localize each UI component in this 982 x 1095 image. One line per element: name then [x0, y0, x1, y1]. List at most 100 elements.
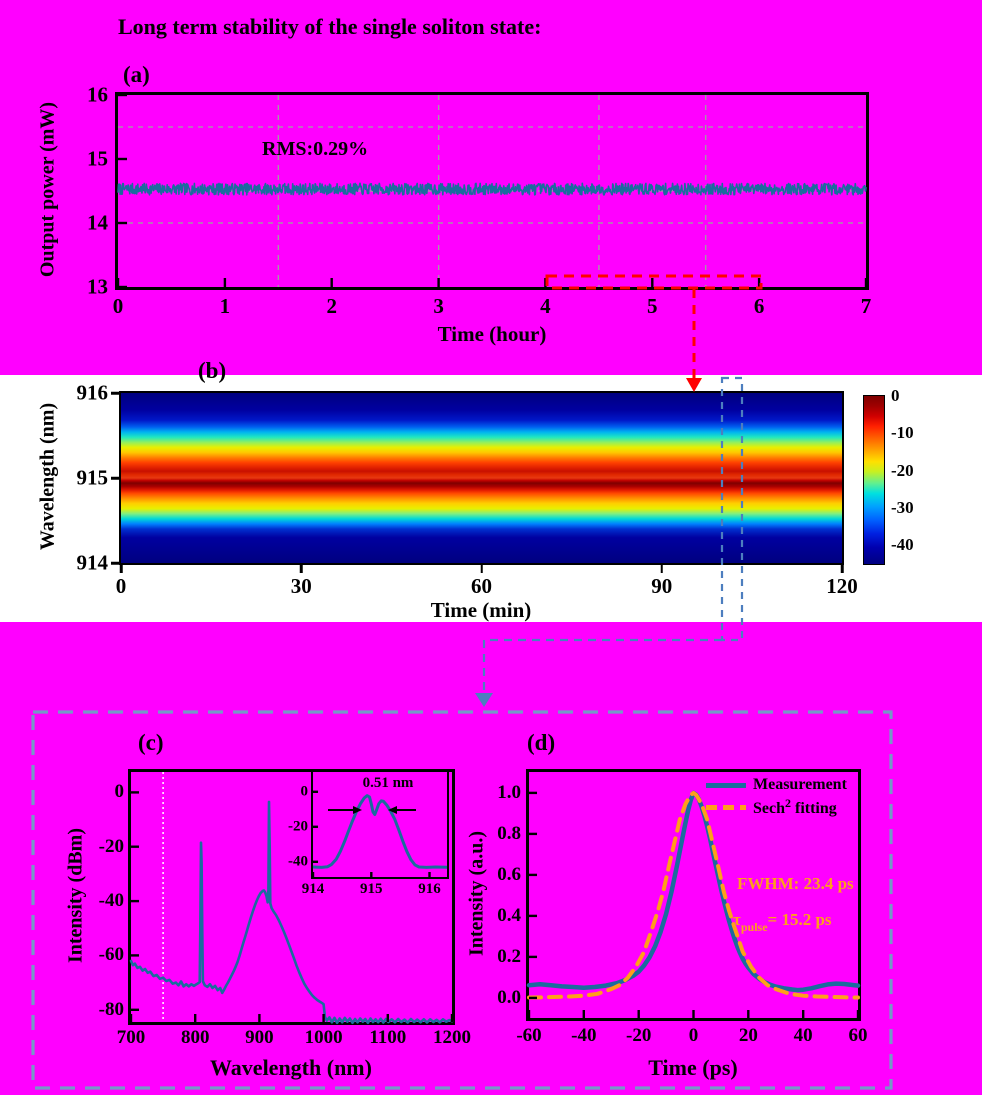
tick-label: 0	[114, 781, 125, 803]
panel-b-label: (b)	[198, 358, 227, 383]
tick-label: 20	[738, 1025, 758, 1046]
legend-row-measurement: Measurement	[706, 774, 847, 796]
panel-a-label: (a)	[123, 62, 150, 87]
panel-a-chart	[116, 93, 868, 289]
tick-label: 916	[418, 881, 441, 897]
tick-label: -40	[98, 890, 124, 912]
tick-mark	[300, 565, 303, 573]
tick-label: 90	[651, 574, 673, 598]
tick-label: 5	[647, 294, 658, 318]
panel-a-ytick-labels: 16 15 14 13	[68, 83, 108, 299]
panel-c-xaxis-title: Wavelength (nm)	[210, 1055, 372, 1080]
panel-c-ytick-labels: 0 -20 -40 -60 -80	[86, 772, 124, 1022]
tick-label: 800	[180, 1027, 210, 1048]
tick-label: 14	[87, 210, 108, 235]
tick-label: 16	[87, 82, 108, 107]
tick-mark	[480, 565, 483, 573]
panel-d-legend: Measurement Sech2 fitting	[706, 774, 847, 818]
tick-label: 0	[688, 1025, 699, 1046]
tick-label: 1000	[304, 1027, 343, 1048]
panel-a-yaxis-title: Output power (mW)	[36, 101, 59, 278]
colorbar-gradient	[863, 395, 885, 565]
tick-mark	[840, 565, 844, 573]
tick-label: 0.4	[497, 904, 521, 926]
panel-c-xtick-labels: 700 800 900 1000 1100 1200	[117, 1027, 471, 1051]
heatmap-image	[119, 391, 844, 565]
tick-label: -80	[98, 998, 124, 1020]
tick-label: -20	[288, 818, 308, 835]
tick-label: 0	[300, 783, 309, 800]
tick-label: 1.0	[497, 781, 521, 803]
tick-mark	[111, 476, 119, 480]
legend-label-measurement: Measurement	[753, 776, 847, 793]
tick-label: 7	[860, 294, 872, 318]
tick-label: 1	[219, 294, 231, 318]
tick-label: 1100	[369, 1027, 407, 1048]
panel-b-yaxis-title: Wavelength (nm)	[36, 402, 59, 551]
measurement-line-icon	[706, 782, 746, 788]
tick-label: 15	[87, 146, 108, 171]
tick-label: 914	[76, 550, 109, 575]
tick-label: 40	[793, 1025, 813, 1046]
tick-label: 900	[245, 1027, 274, 1048]
tick-label: -30	[891, 498, 914, 517]
tick-label: -10	[891, 423, 914, 443]
tick-label: 914	[301, 881, 325, 897]
tick-mark	[660, 565, 663, 573]
tick-label: 4	[540, 294, 551, 318]
tick-label: -40	[571, 1025, 597, 1046]
series-output-power	[117, 182, 867, 196]
panel-a-xtick-labels: 0 1 2 3 4 5 6 7	[113, 294, 872, 320]
panel-a-rms-annotation: RMS:0.29%	[262, 138, 369, 160]
inset-bandwidth-annotation: 0.51 nm	[362, 775, 414, 791]
page-title: Long term stability of the single solito…	[118, 14, 542, 39]
legend-label-fit: Sech2 fitting	[753, 796, 837, 817]
left-arrowhead-icon	[353, 806, 362, 814]
tick-label: 60	[471, 574, 492, 598]
tick-label: 0	[112, 294, 124, 318]
panel-b-xticks	[119, 565, 844, 573]
tick-label: 6	[753, 294, 765, 318]
panel-a-xaxis-title: Time (hour)	[437, 322, 547, 346]
panel-c-label: (c)	[138, 730, 164, 755]
panel-b-xtick-labels: 0 30 60 90 120	[116, 574, 858, 600]
tick-label: 2	[326, 294, 337, 318]
tick-label: -20	[98, 835, 124, 857]
tick-label: 915	[360, 881, 383, 897]
right-arrowhead-icon	[388, 806, 397, 814]
tick-mark	[111, 391, 119, 395]
legend-row-fit: Sech2 fitting	[706, 796, 847, 818]
fwhm-annotation: FWHM: 23.4 ps	[737, 874, 854, 893]
fit-dashed-line-icon	[706, 804, 746, 810]
tick-label: 3	[433, 294, 444, 318]
tick-label: 30	[290, 574, 312, 598]
tick-label: 0.0	[497, 986, 521, 1008]
series-sech2-fitting	[527, 790, 860, 1000]
tick-label: -20	[625, 1025, 652, 1046]
panel-c-yaxis-title: Intensity (dBm)	[64, 828, 87, 964]
tick-label: 915	[76, 465, 109, 490]
tick-label: -20	[891, 460, 914, 480]
panel-d-xaxis-title: Time (ps)	[648, 1055, 738, 1080]
tick-label: 120	[826, 574, 858, 598]
panel-a-plotbox	[115, 92, 869, 290]
colorbar-tick-labels: 0 -10 -20 -30 -40	[891, 386, 935, 564]
tick-label: 0	[891, 386, 900, 405]
tick-mark	[111, 561, 119, 565]
tick-label: -40	[891, 535, 914, 555]
tick-label: -60	[98, 944, 124, 966]
panel-b-xaxis-title: Time (min)	[430, 598, 532, 622]
tick-label: 60	[848, 1025, 868, 1046]
panel-b-yticks	[111, 391, 119, 565]
pulse-width-annotation: τpulse= 15.2 ps	[733, 910, 832, 934]
tick-label: 13	[87, 274, 108, 299]
inset-xtick-labels: 914 915 916	[302, 881, 447, 899]
tick-label: 0.6	[497, 863, 521, 885]
panel-d-yaxis-title: Intensity (a.u.)	[465, 831, 488, 957]
tick-label: 0	[115, 574, 127, 598]
panel-d-label: (d)	[527, 730, 556, 755]
panel-d-xtick-labels: -60 -40 -20 0 20 40 60	[516, 1025, 867, 1049]
tick-label: 0.2	[497, 945, 521, 967]
tick-mark	[119, 565, 123, 573]
